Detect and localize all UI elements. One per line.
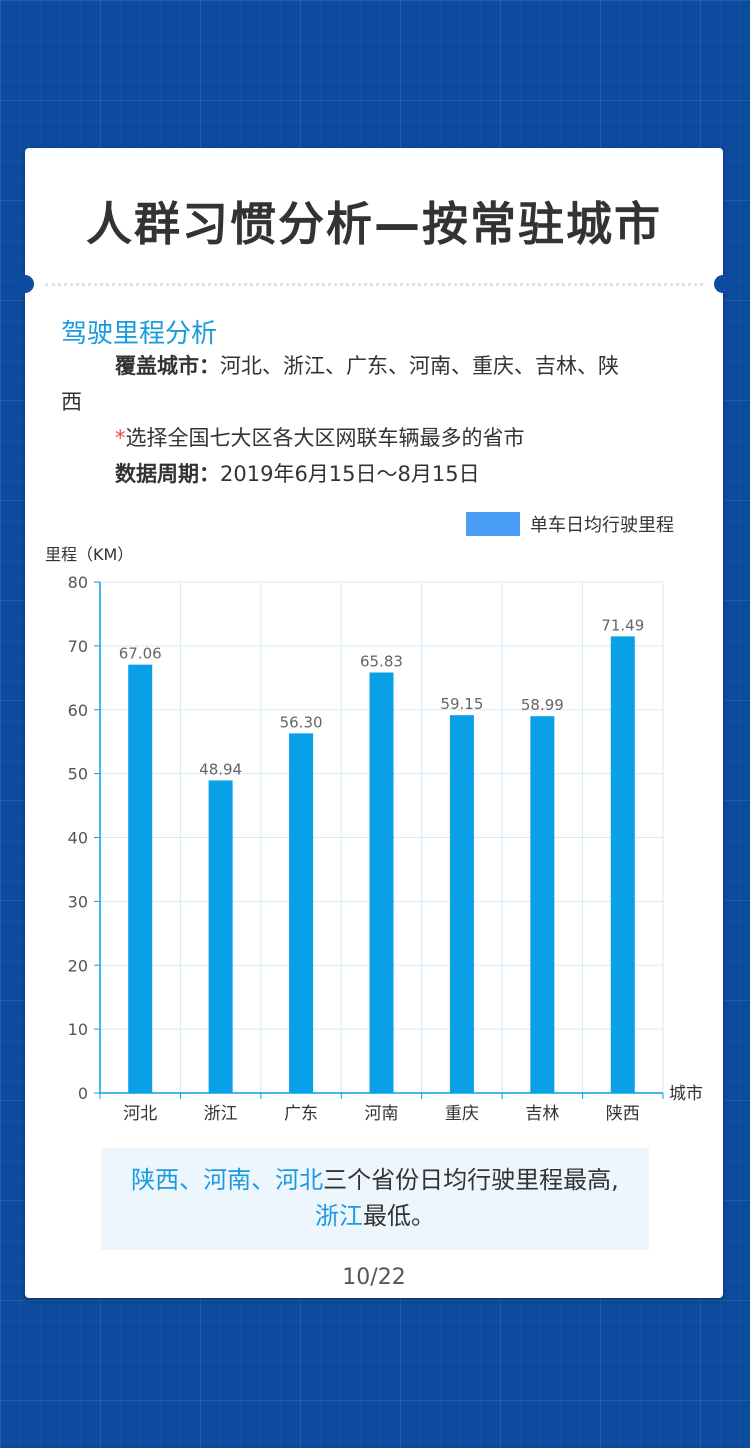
bar-value-label: 65.83 (360, 653, 403, 671)
bar (369, 672, 394, 1093)
bar-chart: 里程（KM） 城市 67.06 48.94 56.30 65.83 59.15 58.99… (45, 545, 703, 1124)
bar (208, 780, 233, 1093)
period-value: 2019年6月15日～8月15日 (220, 462, 480, 486)
page-number: 10/22 (342, 1265, 406, 1290)
period-line: 数据周期：2019年6月15日～8月15日 (61, 456, 701, 492)
y-tick-label: 0 (78, 1084, 88, 1103)
note-text-top: 三个省份日均行驶里程最高, (323, 1166, 619, 1194)
x-tick-label: 陕西 (606, 1104, 640, 1124)
y-tick-label: 60 (68, 701, 88, 720)
bar (289, 733, 314, 1093)
y-tick-label: 10 (68, 1020, 88, 1039)
coverage-paragraph: 覆盖城市：河北、浙江、广东、河南、重庆、吉林、陕 西 (61, 348, 701, 420)
period-label: 数据周期： (115, 462, 220, 486)
bar (610, 636, 635, 1093)
bar-value-label: 67.06 (119, 645, 162, 663)
note-highlight-low: 浙江 (315, 1202, 363, 1230)
summary-note: 陕西、河南、河北三个省份日均行驶里程最高, 浙江最低。 (101, 1148, 649, 1250)
x-tick-label: 浙江 (204, 1104, 238, 1124)
chart-legend: 单车日均行驶里程 (466, 511, 674, 537)
x-tick-label: 河南 (365, 1104, 399, 1124)
page-title: 人群习惯分析—按常驻城市 (86, 197, 662, 251)
bar-value-label: 59.15 (440, 695, 483, 713)
report-card: 人群习惯分析—按常驻城市 驾驶里程分析 覆盖城市：河北、浙江、广东、河南、重庆、… (16, 148, 732, 1298)
x-axis-title: 城市 (669, 1084, 703, 1104)
coverage-cities-cont: 西 (61, 390, 82, 414)
x-tick-label: 广东 (284, 1104, 318, 1124)
y-axis-title: 里程（KM） (45, 545, 133, 564)
bar-value-label: 48.94 (199, 760, 242, 778)
ticket-notch-right (714, 275, 732, 293)
x-tick-label: 河北 (123, 1104, 157, 1124)
bar (449, 715, 474, 1093)
y-tick-label: 40 (68, 829, 88, 848)
coverage-cities: 河北、浙江、广东、河南、重庆、吉林、陕 (220, 354, 619, 378)
y-tick-label: 30 (68, 892, 88, 911)
section-title: 驾驶里程分析 (61, 319, 218, 349)
asterisk-mark: * (115, 426, 126, 450)
note-highlight-top: 陕西、河南、河北 (131, 1166, 324, 1194)
selection-note: *选择全国七大区各大区网联车辆最多的省市 (61, 420, 701, 456)
y-tick-label: 20 (68, 956, 88, 975)
y-tick-label: 70 (68, 637, 88, 656)
y-tick-label: 50 (68, 765, 88, 784)
ticket-notch-left (16, 275, 34, 293)
bar-value-label: 56.30 (280, 713, 323, 731)
dotted-divider (45, 283, 703, 286)
note-text-low: 最低。 (363, 1202, 435, 1230)
bar (128, 664, 153, 1093)
x-tick-label: 重庆 (445, 1104, 479, 1124)
x-tick-label: 吉林 (525, 1104, 559, 1124)
selection-text: 选择全国七大区各大区网联车辆最多的省市 (125, 426, 525, 450)
bar-value-label: 71.49 (601, 616, 644, 634)
legend-swatch (466, 512, 520, 536)
coverage-label: 覆盖城市： (115, 354, 220, 378)
legend-label: 单车日均行驶里程 (530, 515, 674, 536)
y-tick-label: 80 (68, 573, 88, 592)
bar (530, 716, 555, 1093)
bar-value-label: 58.99 (521, 696, 564, 714)
